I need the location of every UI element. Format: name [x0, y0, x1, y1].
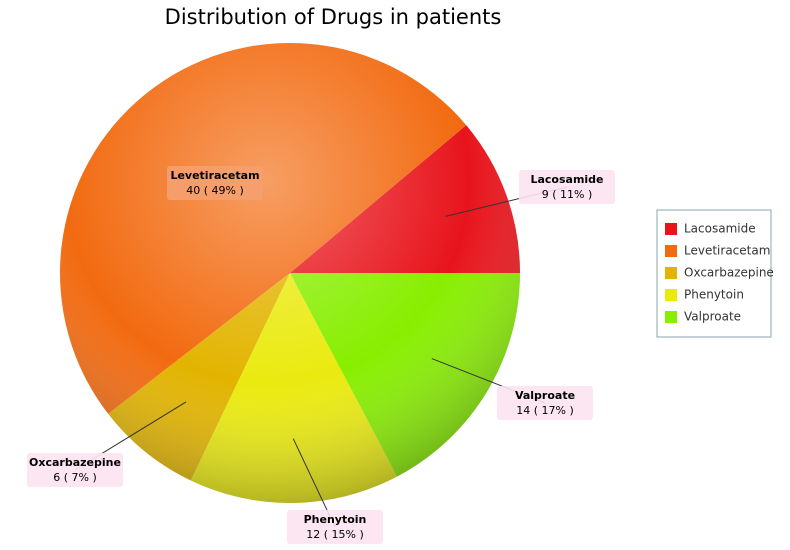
label-name: Valproate [515, 389, 575, 402]
legend-swatch [665, 311, 677, 323]
legend-label: Oxcarbazepine [684, 266, 774, 280]
pie [60, 43, 520, 503]
legend-label: Valproate [684, 310, 741, 324]
label-box [27, 453, 123, 487]
value-label: 9 ( 11% ) [542, 188, 593, 201]
legend-swatch [665, 223, 677, 235]
label-box [497, 386, 593, 420]
legend-label: Levetiracetam [684, 244, 770, 258]
legend: Lacosamide Levetiracetam Oxcarbazepine Phen… [665, 222, 774, 324]
chart-title: Distribution of Drugs in patients [165, 5, 502, 29]
legend-swatch [665, 267, 677, 279]
label-box [287, 510, 383, 544]
legend-swatch [665, 289, 677, 301]
label-name: Lacosamide [530, 173, 603, 186]
value-label: 40 ( 49% ) [186, 184, 244, 197]
label-name: Phenytoin [304, 513, 367, 526]
legend-label: Phenytoin [684, 288, 744, 302]
value-label: 14 ( 17% ) [516, 404, 574, 417]
label-name: Levetiracetam [170, 169, 259, 182]
value-label: 12 ( 15% ) [306, 528, 364, 541]
label-box [167, 166, 263, 200]
legend-swatch [665, 245, 677, 257]
data-labels: Lacosamide 9 ( 11% ) Levetiracetam 40 ( 49%… [27, 166, 615, 544]
label-box [519, 170, 615, 204]
legend-label: Lacosamide [684, 222, 756, 236]
value-label: 6 ( 7% ) [53, 471, 97, 484]
label-name: Oxcarbazepine [29, 456, 121, 469]
